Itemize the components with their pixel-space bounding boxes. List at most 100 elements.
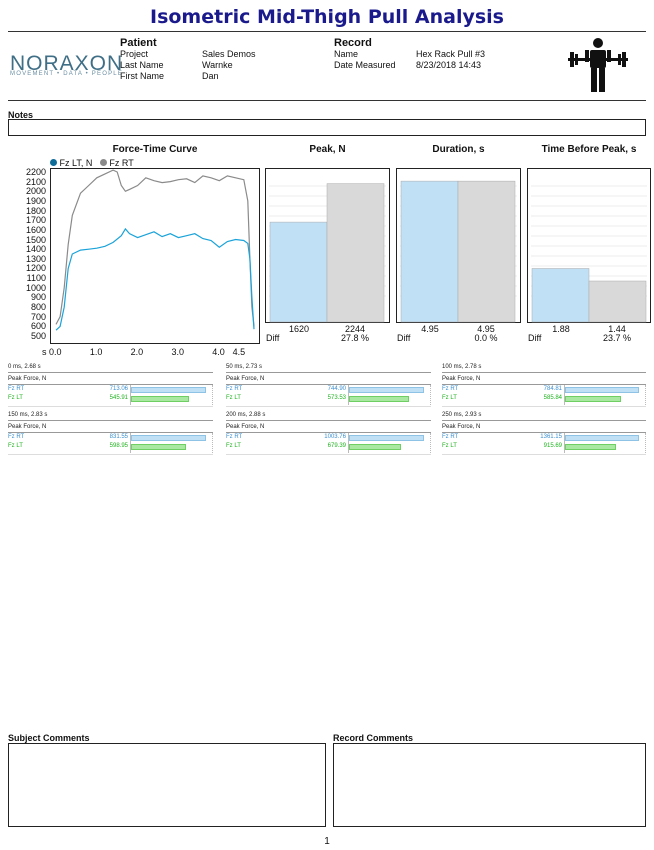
record-value-date: 8/23/2018 14:43 — [416, 60, 482, 70]
x-tick-label: 1.0 — [89, 347, 103, 357]
peak-lt-value: 1620 — [288, 324, 310, 334]
trial-bottom-divider — [442, 406, 646, 407]
patient-label-lastname: Last Name — [120, 60, 164, 70]
tbp-rt-value: 1.44 — [608, 324, 626, 334]
trial-lt-bar — [565, 444, 616, 450]
trial-rt-label: Fz RT — [442, 386, 459, 392]
y-tick-label: 1700 — [25, 215, 46, 226]
legend-lt-dot — [50, 159, 57, 166]
trial-lt-bar — [565, 396, 622, 402]
trial-subheader: Peak Force, N — [226, 376, 265, 382]
trial-lt-bar — [131, 396, 189, 402]
peak-heading: Peak, N — [309, 144, 346, 155]
trial-divider — [442, 432, 646, 433]
trial-rt-value: 784.81 — [543, 386, 562, 392]
trial-subheader: Peak Force, N — [8, 424, 47, 430]
trial-lt-label: Fz LT — [8, 395, 23, 401]
subject-comments-label: Subject Comments — [8, 733, 90, 743]
subject-comments-field[interactable] — [8, 743, 326, 827]
y-tick-label: 2000 — [25, 186, 46, 197]
trial-bar-track — [130, 433, 213, 453]
chart-frame — [50, 168, 260, 344]
trial-divider — [226, 372, 431, 373]
trial-lt-label: Fz LT — [226, 395, 241, 401]
bar-rt — [326, 183, 385, 323]
trial-rt-bar — [349, 387, 425, 393]
page-number: 1 — [324, 836, 330, 847]
y-axis-ticks: 2200 2100 2000 1900 1800 1700 1600 1500 1400 1300… — [18, 0, 48, 850]
y-tick-label: 1600 — [25, 224, 46, 235]
trial-bottom-divider — [442, 454, 646, 455]
trial-divider — [8, 432, 213, 433]
tbp-lt-value: 1.88 — [552, 324, 570, 334]
time-before-peak-heading: Time Before Peak, s — [541, 144, 637, 155]
tbp-diff-label: Diff — [528, 333, 542, 343]
record-label-date: Date Measured — [334, 60, 396, 70]
duration-rt-value: 4.95 — [477, 324, 495, 334]
force-time-legend: Fz LT, N Fz RT — [50, 158, 134, 168]
y-tick-label: 1900 — [25, 195, 46, 206]
trial-header: 200 ms, 2.88 s — [226, 412, 266, 418]
tbp-diff-value: 23.7 % — [602, 333, 632, 343]
record-value-name: Hex Rack Pull #3 — [416, 49, 486, 59]
logo-tagline: MOVEMENT • DATA • PEOPLE — [10, 71, 124, 77]
patient-value-project: Sales Demos — [202, 49, 256, 59]
trial-rt-value: 713.06 — [109, 386, 128, 392]
y-tick-label: 1000 — [25, 282, 46, 293]
time-before-peak-bar-chart — [527, 168, 651, 323]
record-comments-field[interactable] — [333, 743, 646, 827]
y-tick-label: 1200 — [25, 263, 46, 274]
trial-divider — [8, 420, 213, 421]
legend-rt-dot — [99, 159, 107, 166]
patient-value-firstname: Dan — [202, 71, 219, 81]
trial-header: 50 ms, 2.73 s — [226, 364, 263, 370]
trial-lt-bar — [349, 444, 402, 450]
trial-bottom-divider — [8, 454, 213, 455]
x-axis-ticks: s 0.0 1.0 2.0 3.0 4.0 4.5 — [0, 347, 654, 359]
trial-lt-label: Fz LT — [226, 443, 241, 449]
series-line-fz-rt — [55, 169, 255, 327]
trial-lt-value: 679.39 — [327, 443, 346, 449]
trial-divider — [442, 384, 646, 385]
trial-divider — [442, 372, 646, 373]
trial-divider — [8, 384, 213, 385]
trial-bar-track — [348, 433, 431, 453]
x-tick-label: s 0.0 — [42, 347, 62, 357]
x-tick-label: 4.0 — [212, 347, 225, 357]
bar-lt — [269, 221, 328, 323]
y-tick-label: 900 — [30, 292, 46, 303]
trial-lt-label: Fz LT — [8, 443, 23, 449]
trial-lt-bar — [131, 444, 187, 450]
peak-rt-value: 2244 — [344, 324, 366, 334]
title-divider — [8, 31, 646, 32]
patient-label-project: Project — [120, 49, 149, 59]
notes-label: Notes — [8, 110, 34, 120]
peak-bar-chart — [265, 168, 390, 323]
weightlifter-icon — [568, 38, 628, 92]
trial-divider — [226, 420, 431, 421]
y-tick-label: 1300 — [25, 253, 46, 264]
force-time-chart — [50, 168, 260, 344]
y-tick-label: 1500 — [25, 234, 46, 245]
trial-rt-value: 831.55 — [109, 434, 128, 440]
header-divider — [8, 100, 646, 101]
noraxon-logo: NORAXON — [10, 52, 124, 75]
trial-subheader: Peak Force, N — [442, 424, 481, 430]
trial-subheader: Peak Force, N — [442, 376, 481, 382]
trial-rt-label: Fz RT — [226, 386, 243, 392]
y-tick-label: 2100 — [25, 176, 46, 187]
trial-rt-label: Fz RT — [8, 386, 25, 392]
patient-label-firstname: First Name — [120, 71, 165, 81]
duration-heading: Duration, s — [432, 144, 485, 155]
trial-header: 250 ms, 2.93 s — [442, 412, 482, 418]
trial-divider — [8, 372, 213, 373]
bar-lt — [531, 268, 590, 323]
y-tick-label: 600 — [30, 321, 46, 332]
trial-header: 150 ms, 2.83 s — [8, 412, 48, 418]
notes-field[interactable] — [8, 119, 646, 136]
legend-rt-label: Fz RT — [109, 158, 134, 168]
y-tick-label: 2200 — [25, 167, 46, 177]
trial-bottom-divider — [226, 454, 431, 455]
x-tick-label: 2.0 — [130, 347, 144, 357]
trial-rt-label: Fz RT — [226, 434, 243, 440]
